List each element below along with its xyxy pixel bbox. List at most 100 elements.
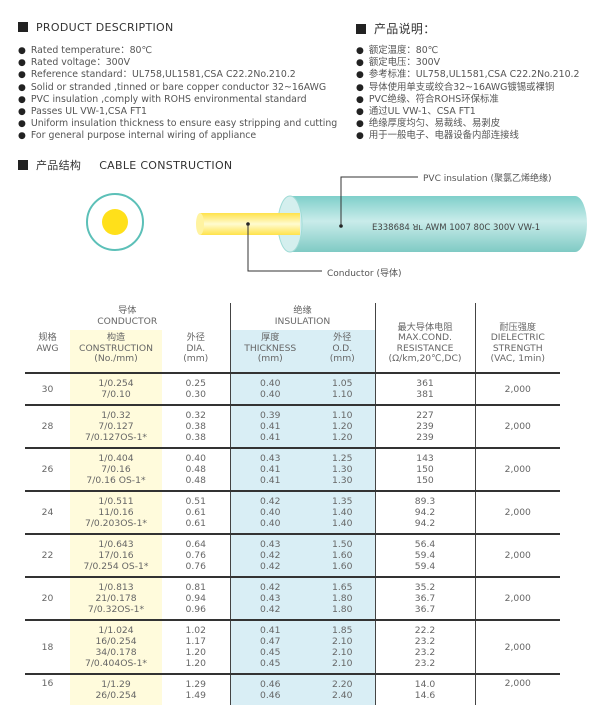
dia-cell: 0.25 0.30 <box>162 372 230 405</box>
group-label: CONDUCTOR <box>97 315 158 327</box>
header-line: 耐压强度 <box>499 321 537 333</box>
header-line: (No./mm) <box>94 353 138 364</box>
od-cell: 1.05 1.10 <box>310 372 376 405</box>
od-cell: 1.35 1.40 1.40 <box>310 490 376 534</box>
value: 1.20 <box>332 432 353 443</box>
value: 0.48 <box>185 464 206 475</box>
cable-side-view <box>196 195 587 253</box>
construction-cell: 1/0.404 7/0.16 7/0.16 OS-1* <box>70 447 162 491</box>
thickness-cell: 0.43 0.42 0.42 <box>229 533 310 577</box>
construction-cell: 1/0.643 17/0.16 7/0.254 OS-1* <box>70 533 162 577</box>
value: 16/0.254 <box>95 636 137 647</box>
description-item: 额定电压：300V <box>356 57 580 69</box>
insulation-group-header: 绝缘 INSULATION <box>229 303 376 330</box>
value: 23.2 <box>414 647 436 658</box>
value: 1.10 <box>332 389 353 400</box>
dielectric-cell: 2,000 <box>475 404 560 448</box>
value: 0.38 <box>185 421 206 432</box>
value: 0.46 <box>260 690 281 701</box>
value: 1.40 <box>332 507 353 518</box>
value: 0.61 <box>185 518 206 529</box>
header-line: O.D. <box>332 342 353 354</box>
value: 94.2 <box>414 518 436 529</box>
value: 0.41 <box>260 421 281 432</box>
dielectric-cell: 2,000 <box>475 490 560 534</box>
resistance-header: 最大导体电阻 MAX.COND. RESISTANCE (Ω/km,20℃,DC) <box>375 303 476 373</box>
description-zh-list: 额定温度：80℃额定电压：300V参考标准：UL758,UL1581,CSA C… <box>356 45 580 143</box>
value: 1.30 <box>332 475 353 486</box>
dielectric-cell: 2,000 <box>475 619 560 674</box>
value: 1.10 <box>332 410 353 421</box>
header-line: STRENGTH <box>492 342 543 354</box>
value: 11/0.16 <box>98 507 134 518</box>
header-line: (mm) <box>183 353 209 364</box>
awg-cell: 26 <box>25 447 70 491</box>
cable-construction-heading: 产品结构 CABLE CONSTRUCTION <box>18 157 232 173</box>
value: 0.46 <box>260 679 281 690</box>
header-line: MAX.COND. <box>398 332 452 343</box>
od-cell: 1.85 2.10 2.10 2.10 <box>310 619 376 674</box>
awg-cell: 30 <box>25 372 70 405</box>
header-line: THICKNESS <box>244 342 297 354</box>
value: 0.42 <box>260 582 281 593</box>
description-item: 用于一般电子、电器设备内部连接线 <box>356 130 580 142</box>
dielectric-cell: 2,000 <box>475 576 560 620</box>
value: 1.29 <box>185 679 206 690</box>
resistance-cell: 227 239 239 <box>375 404 476 448</box>
value: 381 <box>416 389 434 400</box>
table-row: 20 1/0.813 21/0.178 7/0.32OS-1* 0.81 0.94 0.… <box>25 576 560 620</box>
description-item: 导体使用单支或绞合32~16AWG镀锡或裸铜 <box>356 82 580 94</box>
value: 23.2 <box>414 636 436 647</box>
dia-header: 外径 DIA. (mm) <box>162 330 230 373</box>
construction-cell: 1/1.024 16/0.254 34/0.178 7/0.404OS-1* <box>70 619 162 674</box>
value: 1.65 <box>332 582 353 593</box>
header-line: 厚度 <box>261 332 280 343</box>
value: 7/0.10 <box>101 389 131 400</box>
value: 56.4 <box>414 539 436 550</box>
description-item: PVC绝缘、符合ROHS环保标准 <box>356 94 580 106</box>
construction-cell: 1/0.813 21/0.178 7/0.32OS-1* <box>70 576 162 620</box>
value: 2.10 <box>332 647 353 658</box>
value: 0.51 <box>185 496 206 507</box>
dia-cell: 1.29 1.49 <box>162 673 230 705</box>
resistance-cell: 143 150 150 <box>375 447 476 491</box>
value: 1.20 <box>185 658 206 669</box>
resistance-cell: 22.2 23.2 23.2 23.2 <box>375 619 476 674</box>
value: 0.25 <box>185 378 206 389</box>
description-item: Rated temperature：80℃ <box>18 45 337 57</box>
construction-cell: 1/0.32 7/0.127 7/0.127OS-1* <box>70 404 162 448</box>
description-item: 绝缘厚度均匀、易裁线、易剥皮 <box>356 118 580 130</box>
value: 143 <box>416 453 434 464</box>
value: 7/0.127OS-1* <box>84 432 148 443</box>
value: 23.2 <box>414 658 436 669</box>
dielectric-cell: 2,000 <box>475 673 560 705</box>
header-line: 外径 <box>333 332 352 343</box>
value: 1.60 <box>332 561 353 572</box>
value: 1.30 <box>332 464 353 475</box>
value: 1.80 <box>332 593 353 604</box>
value: 0.81 <box>185 582 206 593</box>
value: 0.40 <box>260 389 281 400</box>
value: 14.0 <box>414 679 436 690</box>
value: 0.32 <box>185 410 206 421</box>
value: 1/0.404 <box>98 453 134 464</box>
value: 1.35 <box>332 496 353 507</box>
value: 34/0.178 <box>95 647 137 658</box>
value: 0.42 <box>260 561 281 572</box>
value: 7/0.16 <box>101 464 131 475</box>
value: 2.10 <box>332 658 353 669</box>
description-item: 额定温度：80℃ <box>356 45 580 57</box>
value: 36.7 <box>414 604 436 615</box>
resistance-cell: 89.3 94.2 94.2 <box>375 490 476 534</box>
od-cell: 1.10 1.20 1.20 <box>310 404 376 448</box>
value: 0.47 <box>260 636 281 647</box>
dia-cell: 0.40 0.48 0.48 <box>162 447 230 491</box>
conductor-label: Conductor (导体) <box>327 269 402 279</box>
description-item: Rated voltage：300V <box>18 57 337 69</box>
description-item: Uniform insulation thickness to ensure e… <box>18 118 337 130</box>
thickness-cell: 0.39 0.41 0.41 <box>229 404 310 448</box>
description-item: PVC insulation ,comply with ROHS environ… <box>18 94 337 106</box>
value: 0.96 <box>185 604 206 615</box>
value: 2.40 <box>332 690 353 701</box>
value: 7/0.404OS-1* <box>84 658 148 669</box>
